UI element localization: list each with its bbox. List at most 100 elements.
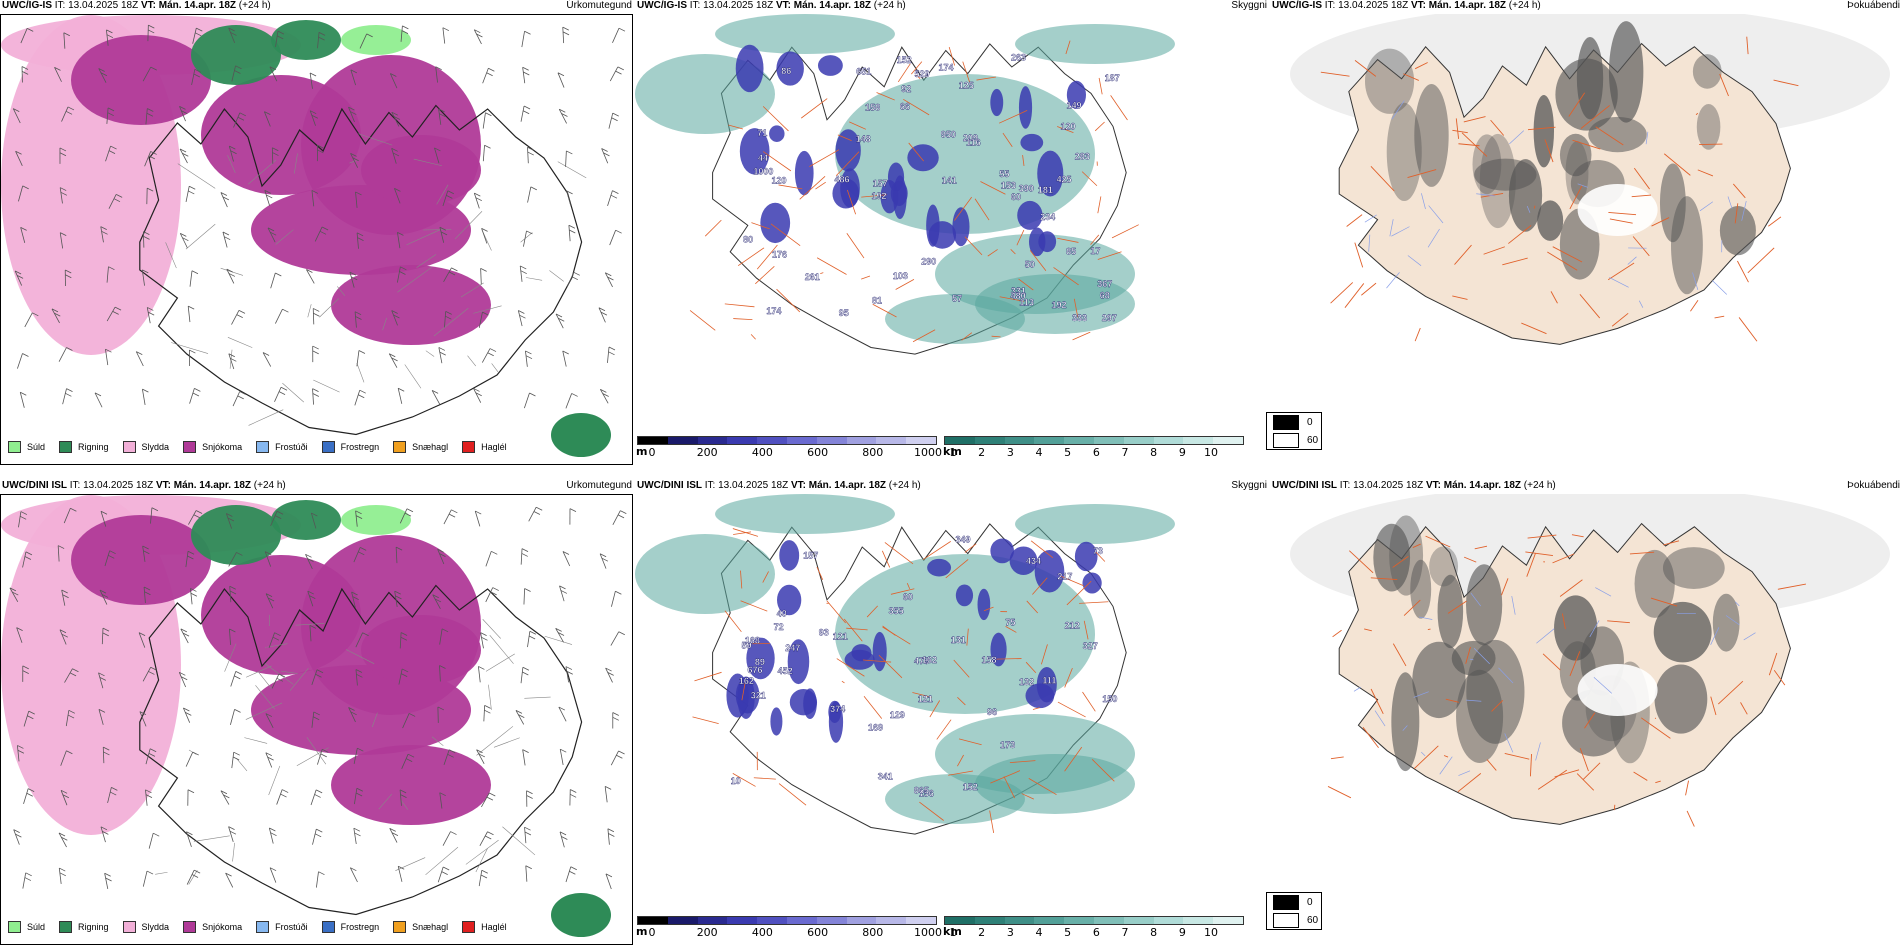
road-line — [751, 222, 770, 230]
ceiling-value-label: 132 — [1019, 677, 1034, 687]
wind-barb — [527, 630, 537, 648]
colorbar-step — [816, 917, 847, 924]
road-line — [936, 719, 952, 740]
colorbar-unit: km — [943, 925, 962, 938]
ceiling-value-label: 55 — [999, 169, 1009, 179]
road-line — [846, 627, 868, 631]
wind-barb — [356, 232, 364, 249]
low-visibility-area — [885, 774, 1025, 824]
road-line — [908, 142, 924, 162]
wind-barb — [481, 348, 497, 363]
wind-barb — [100, 510, 108, 527]
road-line — [1452, 295, 1468, 300]
river-line — [1504, 733, 1514, 753]
wind-barb — [399, 632, 408, 649]
road-line — [1502, 257, 1528, 266]
low-ceiling-patch — [776, 51, 804, 86]
road-line — [193, 835, 230, 842]
road-line — [177, 163, 216, 189]
colorbar-tick-label: 1000 — [914, 926, 942, 939]
wind-barb — [230, 709, 241, 725]
colorbar-unit: m — [636, 925, 648, 938]
panel-header: UWC/IG-IS IT: 13.04.2025 18Z VT: Mán. 14… — [637, 0, 906, 11]
wind-barb — [485, 550, 498, 567]
legend-label: Rigning — [78, 442, 109, 452]
legend-swatch — [256, 441, 270, 453]
wind-barb — [144, 151, 157, 167]
road-line — [1490, 119, 1505, 136]
road-line — [413, 158, 442, 167]
precip-area — [341, 505, 411, 535]
ceiling-value-label: 157 — [873, 178, 888, 188]
road-line — [1685, 780, 1689, 796]
road-line — [482, 619, 501, 639]
fog-area — [1634, 549, 1675, 618]
low-ceiling-patch — [739, 128, 770, 175]
wind-barb — [354, 389, 366, 406]
legend-label: Frostúði — [275, 922, 308, 932]
wind-barb — [478, 869, 488, 887]
wind-barb — [359, 33, 373, 49]
road-line — [922, 541, 951, 561]
wind-barb — [439, 665, 446, 682]
river-line — [1391, 100, 1405, 120]
wind-barb — [399, 508, 414, 524]
visibility-map: 217 131 478 89 72 156 349 355 341 434 111 121 73 158 2… — [635, 494, 1175, 835]
legend-item: Snjókoma — [183, 921, 242, 933]
wind-barb — [306, 269, 315, 284]
precip-area — [191, 25, 281, 85]
road-line — [502, 826, 536, 856]
precip-panel-2: UWC/DINI ISL IT: 13.04.2025 18Z VT: Mán.… — [0, 480, 635, 950]
road-line — [258, 672, 272, 689]
road-line — [473, 305, 502, 314]
legend-item: Snæhagl — [393, 921, 448, 933]
road-line — [1361, 282, 1377, 296]
precip-area — [251, 665, 471, 755]
wind-barb — [604, 272, 614, 288]
ceiling-colorbar: m 0 200 400 600 800 1000 — [636, 436, 942, 459]
wind-barb — [356, 350, 366, 367]
road-line — [762, 106, 789, 132]
legend-label: Frostúði — [275, 442, 308, 452]
colorbar-tick-label: 400 — [751, 446, 773, 459]
wind-barb — [609, 229, 622, 246]
ceiling-value-label: 152 — [963, 782, 978, 792]
colorbar-ticks: 0 200 400 600 800 1000 — [637, 925, 943, 939]
road-line — [1370, 165, 1395, 192]
legend-swatch — [393, 441, 407, 453]
colorbar-gradient — [944, 436, 1244, 445]
wind-barb — [270, 510, 284, 527]
wind-barb — [520, 105, 531, 122]
low-ceiling-patch — [907, 144, 939, 172]
road-line — [964, 543, 977, 553]
road-line — [964, 236, 983, 256]
visibility-map: 234 153 486 149 141 55 209 290 158 148 85 174 192 80 1… — [635, 14, 1175, 355]
ceiling-value-label: 60 — [1011, 192, 1021, 202]
road-line — [989, 810, 995, 834]
wind-barb — [565, 393, 578, 409]
road-line — [1057, 126, 1074, 133]
river-line — [1645, 131, 1649, 145]
ceiling-value-label: 263 — [1011, 53, 1026, 63]
road-line — [1403, 599, 1421, 616]
road-line — [1504, 752, 1530, 760]
low-ceiling-patch — [1074, 541, 1098, 572]
wind-barb — [569, 789, 577, 806]
wind-barb — [268, 827, 277, 844]
river-line — [1407, 255, 1422, 266]
legend-label: Rigning — [78, 922, 109, 932]
road-line — [1111, 224, 1139, 239]
wind-barb — [394, 590, 402, 607]
wind-barb — [61, 589, 69, 606]
legend-item: Snjókoma — [183, 441, 242, 453]
road-line — [281, 670, 298, 674]
road-line — [799, 175, 826, 200]
wind-barb — [183, 707, 192, 723]
wind-barb — [51, 308, 61, 324]
ceiling-value-label: 168 — [745, 636, 760, 646]
wind-barb — [348, 707, 357, 723]
road-line — [1719, 73, 1729, 97]
road-line — [1098, 77, 1103, 95]
low-ceiling-patch — [990, 88, 1004, 117]
low-ceiling-patch — [789, 689, 818, 716]
